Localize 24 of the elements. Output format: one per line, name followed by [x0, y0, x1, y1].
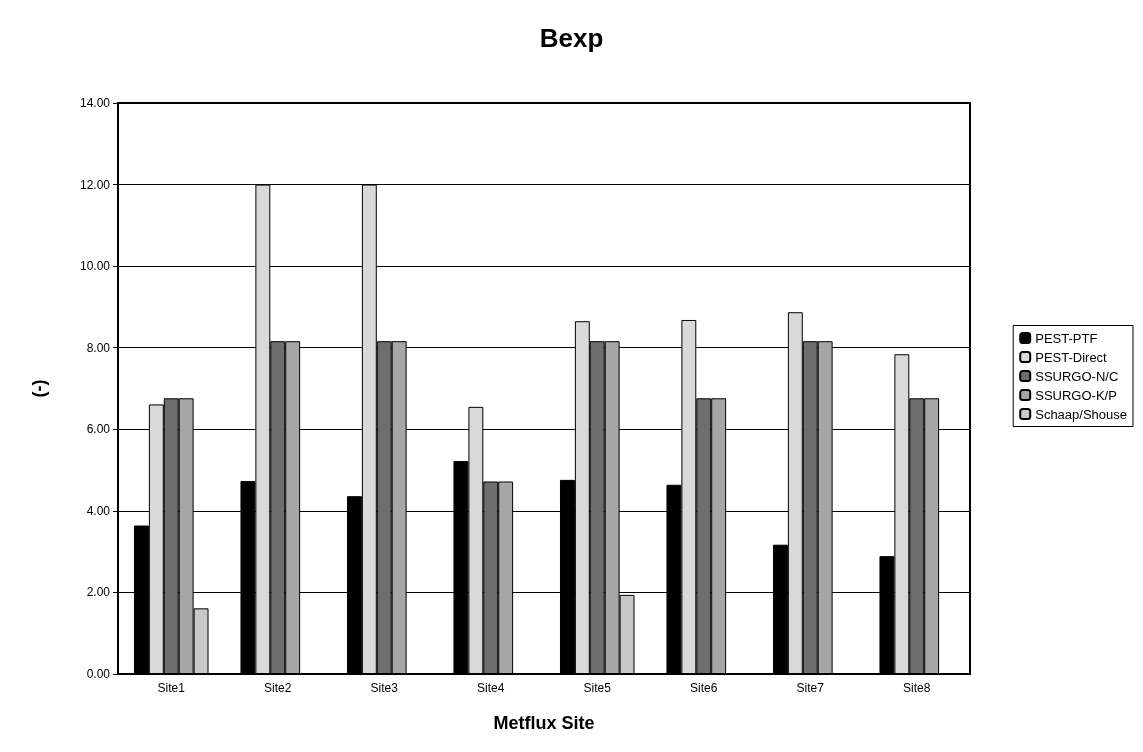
x-tick-label: Site4 [477, 681, 505, 695]
legend-label: PEST-Direct [1035, 349, 1108, 365]
x-tick-label: Site2 [264, 681, 292, 695]
legend-label: Schaap/Shouse [1035, 406, 1127, 422]
y-tick-label: 4.00 [86, 503, 111, 518]
x-axis-title: Metflux Site [493, 713, 595, 733]
y-axis-title: (-) [29, 379, 49, 398]
y-tick-label: 12.00 [79, 177, 111, 192]
legend-label: PEST-PTF [1035, 330, 1098, 346]
x-tick-label: Site1 [157, 681, 186, 695]
x-tick-label: Site7 [796, 681, 825, 695]
legend-label: SSURGO-N/C [1035, 368, 1119, 384]
y-tick-label: 8.00 [86, 340, 111, 355]
chart-title: Bexp [539, 23, 604, 53]
x-tick-label: Site3 [370, 681, 399, 695]
legend-label: SSURGO-K/P [1035, 387, 1117, 403]
y-tick-label: 2.00 [86, 585, 111, 600]
x-tick-label: Site8 [903, 681, 931, 695]
x-tick-label: Site5 [583, 681, 612, 695]
y-tick-label: 10.00 [79, 259, 111, 274]
y-tick-label: 0.00 [86, 667, 111, 681]
x-tick-label: Site6 [690, 681, 718, 695]
y-tick-label: 6.00 [86, 422, 111, 437]
y-tick-label: 14.00 [79, 96, 111, 110]
